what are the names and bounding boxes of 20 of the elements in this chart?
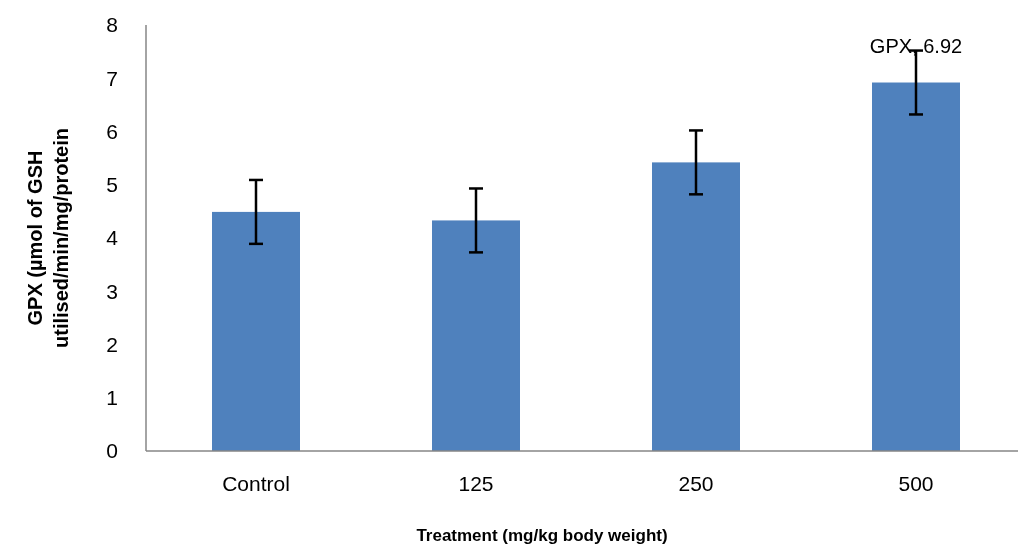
data-label: GPX, 6.92 [869, 34, 963, 57]
bar [212, 211, 300, 451]
y-tick-label: 4 [106, 226, 119, 250]
x-axis-title: Treatment (mg/kg body weight) [416, 526, 668, 545]
y-tick-label: 3 [106, 279, 118, 303]
y-tick-label: 5 [106, 173, 118, 197]
bar [872, 82, 960, 451]
y-tick-label: 7 [106, 66, 118, 90]
bar [652, 162, 740, 451]
y-axis-title: GPX (µmol of GSH utilised/min/mg/protein [24, 127, 72, 349]
y-tick-label: 2 [106, 332, 118, 356]
x-tick-label: 250 [678, 472, 714, 495]
y-tick-label: 0 [106, 439, 118, 463]
x-tick-label: 500 [898, 472, 934, 495]
x-tick-label: 125 [458, 472, 494, 495]
y-tick-label: 8 [106, 13, 118, 37]
y-tick-label: 1 [106, 386, 118, 410]
x-tick-label: Control [222, 472, 290, 495]
y-tick-label: 6 [106, 119, 118, 143]
bar [432, 220, 520, 451]
